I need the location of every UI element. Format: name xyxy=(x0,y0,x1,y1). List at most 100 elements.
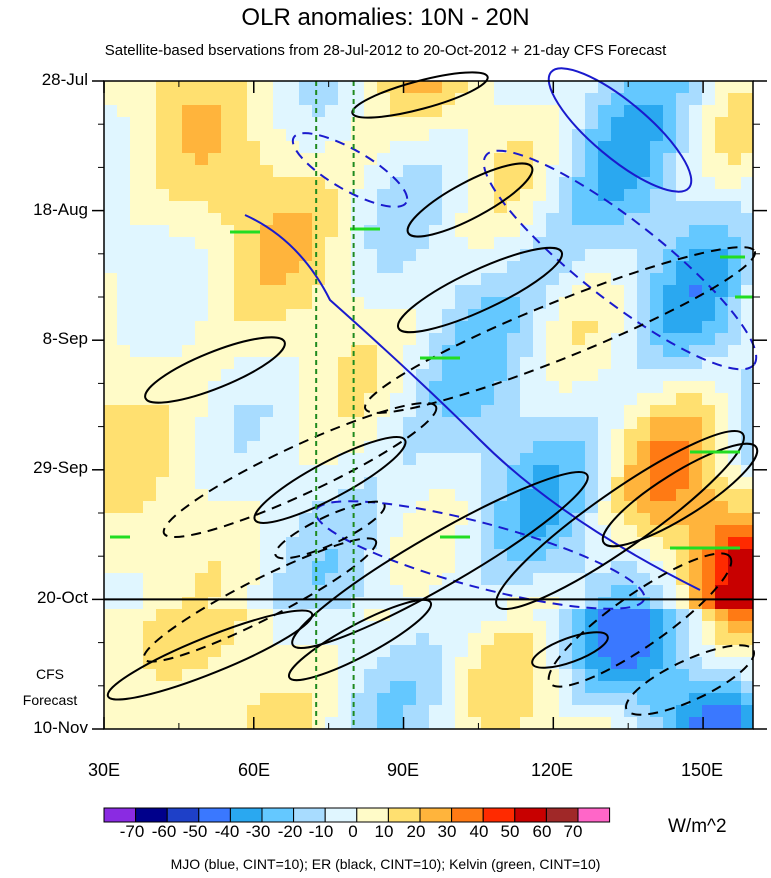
anomaly-cell xyxy=(585,357,599,370)
anomaly-cell xyxy=(117,609,131,622)
anomaly-cell xyxy=(182,561,196,574)
anomaly-cell xyxy=(650,273,664,286)
anomaly-cell xyxy=(494,705,508,718)
anomaly-cell xyxy=(442,213,456,226)
anomaly-cell xyxy=(104,525,118,538)
anomaly-cell xyxy=(234,501,248,514)
anomaly-cell xyxy=(715,357,729,370)
anomaly-cell xyxy=(429,489,443,502)
anomaly-cell xyxy=(221,417,235,430)
anomaly-cell xyxy=(325,585,339,598)
anomaly-cell xyxy=(273,633,287,646)
anomaly-cell xyxy=(728,537,742,550)
anomaly-cell xyxy=(468,261,482,274)
anomaly-cell xyxy=(143,705,157,718)
anomaly-cell xyxy=(312,141,326,154)
anomaly-cell xyxy=(143,513,157,526)
anomaly-cell xyxy=(624,129,638,142)
anomaly-cell xyxy=(377,249,391,262)
anomaly-cell xyxy=(572,381,586,394)
anomaly-cell xyxy=(689,609,703,622)
anomaly-cell xyxy=(273,717,287,729)
anomaly-cell xyxy=(507,225,521,238)
anomaly-cell xyxy=(559,285,573,298)
anomaly-cell xyxy=(702,345,716,358)
anomaly-cell xyxy=(221,669,235,682)
anomaly-cell xyxy=(429,81,443,94)
anomaly-cell xyxy=(637,333,651,346)
anomaly-cell xyxy=(273,405,287,418)
anomaly-cell xyxy=(247,381,261,394)
anomaly-cell xyxy=(208,657,222,670)
anomaly-cell xyxy=(507,705,521,718)
anomaly-cell xyxy=(195,429,209,442)
anomaly-cell xyxy=(702,213,716,226)
anomaly-cell xyxy=(260,669,274,682)
anomaly-cell xyxy=(520,669,534,682)
anomaly-cell xyxy=(195,321,209,334)
anomaly-cell xyxy=(169,525,183,538)
anomaly-cell xyxy=(364,285,378,298)
anomaly-cell xyxy=(676,693,690,706)
anomaly-cell xyxy=(689,717,703,729)
anomaly-cell xyxy=(286,573,300,586)
anomaly-cell xyxy=(117,117,131,130)
anomaly-cell xyxy=(403,465,417,478)
anomaly-cell xyxy=(520,129,534,142)
anomaly-cell xyxy=(221,333,235,346)
anomaly-cell xyxy=(650,153,664,166)
anomaly-cell xyxy=(286,237,300,250)
anomaly-cell xyxy=(676,657,690,670)
anomaly-cell xyxy=(533,453,547,466)
anomaly-cell xyxy=(559,681,573,694)
anomaly-cell xyxy=(260,441,274,454)
anomaly-cell xyxy=(403,381,417,394)
anomaly-cell xyxy=(520,381,534,394)
anomaly-cell xyxy=(156,609,170,622)
anomaly-cell xyxy=(663,489,677,502)
anomaly-cell xyxy=(182,249,196,262)
anomaly-cell xyxy=(130,153,144,166)
er-contour xyxy=(106,609,314,701)
y-tick-label: 18-Aug xyxy=(33,200,88,219)
anomaly-cell xyxy=(494,477,508,490)
anomaly-cell xyxy=(650,489,664,502)
anomaly-cell xyxy=(260,585,274,598)
anomaly-cell xyxy=(442,453,456,466)
anomaly-cell xyxy=(273,369,287,382)
anomaly-cell xyxy=(429,273,443,286)
anomaly-cell xyxy=(598,345,612,358)
anomaly-cell xyxy=(390,333,404,346)
anomaly-cell xyxy=(208,693,222,706)
anomaly-cell xyxy=(637,93,651,106)
anomaly-cell xyxy=(377,621,391,634)
anomaly-cell xyxy=(507,393,521,406)
anomaly-cell xyxy=(741,693,753,706)
anomaly-cell xyxy=(286,345,300,358)
anomaly-cell xyxy=(325,693,339,706)
anomaly-cell xyxy=(338,249,352,262)
anomaly-cell xyxy=(559,381,573,394)
anomaly-cell xyxy=(468,321,482,334)
anomaly-cell xyxy=(325,393,339,406)
anomaly-cell xyxy=(234,141,248,154)
anomaly-cell xyxy=(338,213,352,226)
anomaly-cell xyxy=(637,441,651,454)
anomaly-cell xyxy=(390,369,404,382)
anomaly-cell xyxy=(520,717,534,729)
anomaly-cell xyxy=(364,369,378,382)
anomaly-cell xyxy=(546,621,560,634)
anomaly-cell xyxy=(364,705,378,718)
anomaly-cell xyxy=(156,513,170,526)
anomaly-cell xyxy=(624,489,638,502)
anomaly-cell xyxy=(208,285,222,298)
anomaly-cell xyxy=(195,561,209,574)
anomaly-cell xyxy=(624,669,638,682)
anomaly-cell xyxy=(715,525,729,538)
colorbar-swatch xyxy=(293,807,326,823)
anomaly-cell xyxy=(195,645,209,658)
anomaly-cell xyxy=(546,345,560,358)
anomaly-cell xyxy=(468,237,482,250)
anomaly-cell xyxy=(247,681,261,694)
anomaly-cell xyxy=(715,717,729,729)
